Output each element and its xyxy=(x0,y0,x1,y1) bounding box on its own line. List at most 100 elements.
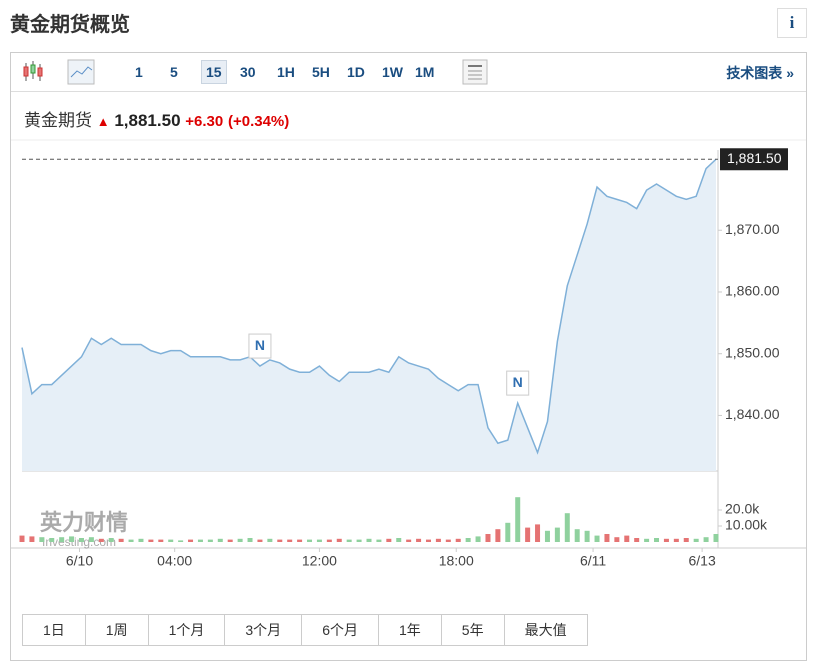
volume-bar xyxy=(584,530,590,542)
volume-bar xyxy=(217,538,223,542)
volume-bar xyxy=(663,538,669,542)
y-tick-label: 1,870.00 xyxy=(725,221,780,237)
volume-bar xyxy=(297,539,303,542)
up-arrow: ▲ xyxy=(96,114,110,129)
range-button[interactable]: 1日 xyxy=(23,615,86,645)
interval-button[interactable]: 1W xyxy=(382,64,403,80)
range-button[interactable]: 1个月 xyxy=(149,615,226,645)
volume-bar xyxy=(594,535,600,542)
table-icon[interactable] xyxy=(461,53,491,91)
volume-bar xyxy=(396,538,402,542)
candle-icon[interactable] xyxy=(23,61,43,81)
volume-bar xyxy=(435,538,441,542)
volume-bar xyxy=(148,539,154,542)
volume-bar xyxy=(604,534,610,542)
volume-bar xyxy=(257,539,263,542)
interval-button[interactable]: 30 xyxy=(240,64,256,80)
interval-button[interactable]: 15 xyxy=(201,60,227,84)
volume-bar xyxy=(237,538,243,542)
volume-bar xyxy=(59,537,65,542)
interval-button[interactable]: 5 xyxy=(170,64,178,80)
interval-button[interactable]: 1 xyxy=(135,64,143,80)
volume-bar xyxy=(366,538,372,542)
interval-button[interactable]: 1H xyxy=(277,64,295,80)
volume-bar xyxy=(267,538,273,542)
volume-bar xyxy=(158,539,164,542)
volume-bar xyxy=(554,527,560,542)
volume-tick-label: 10.00k xyxy=(725,517,768,533)
interval-button[interactable]: 1M xyxy=(415,64,435,80)
x-tick-label: 04:00 xyxy=(157,553,192,569)
y-tick-label: 1,840.00 xyxy=(725,406,780,422)
annotation-box xyxy=(506,370,530,396)
last-price-label: 1,881.50 xyxy=(727,150,782,166)
volume-bar xyxy=(683,538,689,542)
range-button[interactable]: 最大值 xyxy=(524,622,567,638)
volume-bar xyxy=(138,538,144,542)
quote: 黄金期货 ▲ 1,881.50 +6.30 (+0.34%) xyxy=(24,106,289,131)
x-tick-label: 18:00 xyxy=(439,553,474,569)
volume-bar xyxy=(356,539,362,542)
volume-bar xyxy=(673,538,679,542)
volume-bar xyxy=(624,535,630,542)
volume-bar xyxy=(39,537,45,542)
volume-bar xyxy=(406,539,412,542)
volume-bar xyxy=(386,538,392,542)
area-icon[interactable] xyxy=(67,59,95,85)
volume-tick-label: 20.0k xyxy=(725,501,760,517)
info-button[interactable]: i xyxy=(777,8,807,38)
volume-bar xyxy=(168,539,174,542)
quote-change: +6.30 xyxy=(185,113,224,130)
volume-bar xyxy=(207,539,213,542)
last-price-tag xyxy=(720,148,788,171)
volume-bar xyxy=(98,538,104,542)
volume-bar xyxy=(346,539,352,542)
range-button[interactable]: 1周 xyxy=(86,615,149,645)
annotation-label: N xyxy=(513,374,523,390)
quote-name: 黄金期货 xyxy=(24,111,92,130)
volume-bar xyxy=(535,524,541,542)
volume-bar xyxy=(277,539,283,542)
x-tick-label: 12:00 xyxy=(302,553,337,569)
range-button[interactable]: 6个月 xyxy=(302,615,379,645)
interval-button[interactable]: 1D xyxy=(347,64,365,80)
volume-bar xyxy=(614,537,620,542)
interval-button[interactable]: 5H xyxy=(312,64,330,80)
volume-bar xyxy=(525,527,531,542)
volume-bar xyxy=(78,538,84,542)
price-line xyxy=(21,158,717,455)
volume-bar xyxy=(644,538,650,542)
volume-bar xyxy=(227,539,233,542)
volume-bar xyxy=(416,538,422,542)
y-tick-label: 1,850.00 xyxy=(725,344,780,360)
volume-bar xyxy=(29,536,35,542)
range-button[interactable]: 5年 xyxy=(442,615,505,645)
volume-bar xyxy=(505,522,511,542)
x-tick-label: 6/13 xyxy=(688,553,715,569)
toolbar: 1 5 15 30 1H 5H 1D 1W 1M 技术图表 » xyxy=(11,53,806,92)
tech-chart-link[interactable]: 技术图表 » xyxy=(726,65,794,81)
volume-bar xyxy=(564,513,570,542)
x-tick-label: 6/11 xyxy=(580,553,606,569)
page-title: 黄金期货概览 xyxy=(10,14,130,36)
quote-price: 1,881.50 xyxy=(114,111,181,130)
volume-bar xyxy=(574,529,580,542)
volume-bar xyxy=(197,539,203,542)
volume-bar xyxy=(178,540,184,542)
volume-bar xyxy=(287,539,293,542)
volume-bar xyxy=(247,538,253,542)
range-button[interactable]: 3个月 xyxy=(225,615,303,645)
area-fill xyxy=(22,159,716,471)
volume-bar xyxy=(544,530,550,542)
volume-bar xyxy=(336,538,342,542)
volume-bar xyxy=(495,529,501,542)
volume-bar xyxy=(188,539,194,542)
volume-bar xyxy=(376,539,382,542)
range-button[interactable]: 1年 xyxy=(379,615,442,645)
volume-bar xyxy=(19,535,25,542)
watermark: 英力财情 xyxy=(40,510,128,535)
volume-bar xyxy=(88,537,94,542)
annotation-label: N xyxy=(255,337,265,353)
volume-bar xyxy=(634,538,640,542)
